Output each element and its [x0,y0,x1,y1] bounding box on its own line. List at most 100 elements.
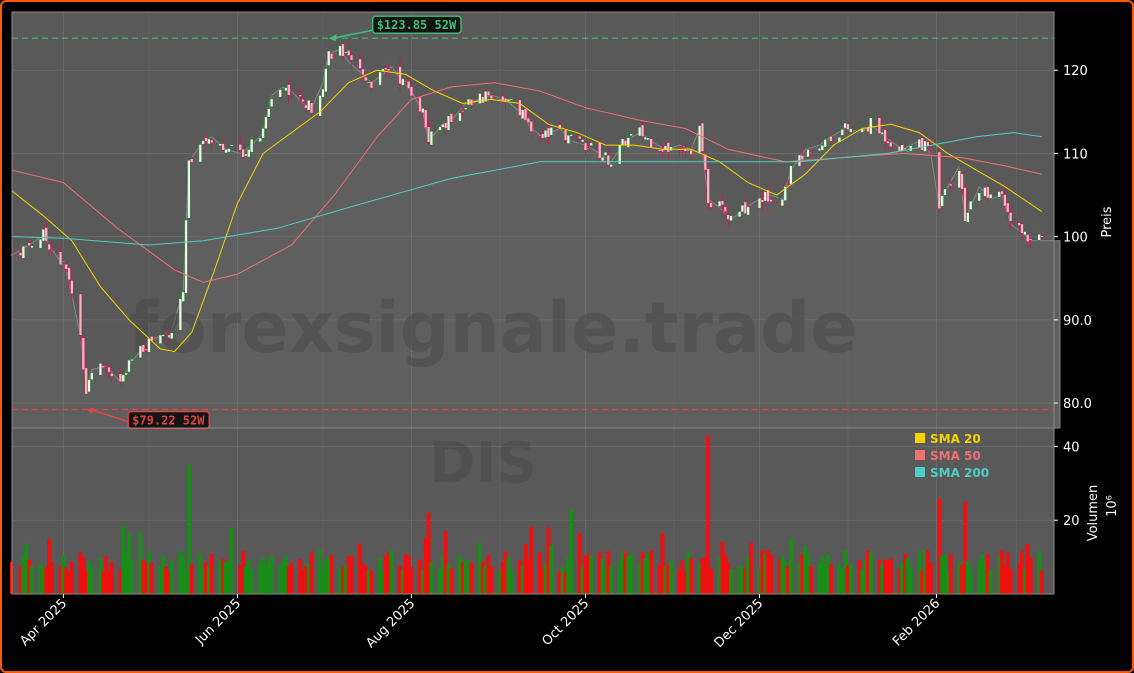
candle-body [58,251,63,265]
sma-line-sma-20 [11,69,1043,353]
volume-bar [566,557,571,594]
candle-body [820,145,824,151]
candle-body [963,187,967,222]
volume-bar [806,552,811,594]
candle-body [284,87,288,92]
volume-bar [184,568,189,594]
volume-axis-title: Volumen [1086,485,1101,542]
candle-body [549,127,553,136]
candle-body [757,198,762,209]
annotation-arrow [332,29,373,39]
volume-unit-label: 10⁶ [1105,495,1120,517]
candle-body [646,137,650,141]
volume-bar [905,557,910,594]
volume-bar [89,566,94,594]
volume-bar [369,570,374,594]
candle-body [441,123,445,128]
volume-bar [740,567,745,594]
volume-bar [546,527,551,594]
candle-body [466,98,471,106]
candle-body [38,238,43,249]
volume-bar [928,563,933,594]
volume-bar [768,554,773,594]
candle-body [227,148,231,153]
volume-bar [383,556,388,594]
volume-bar [980,553,985,594]
volume-bar [543,564,548,594]
candle-body [218,143,222,147]
volume-bar [903,553,908,594]
candle-body [800,155,804,160]
volume-bar [469,562,474,594]
volume-bar [940,555,945,594]
annotation-arrow [89,408,129,423]
candle-body [726,214,730,220]
candle-body [344,51,348,54]
annotation-arrowhead [328,34,337,42]
volume-bar [706,435,711,594]
volume-bar [908,566,913,594]
volume-bar [517,560,522,594]
candle-body [986,186,990,199]
candle-body [1028,238,1033,241]
volume-bar [897,568,902,594]
volume-bar [746,557,751,594]
volume-bar [900,562,905,594]
candle-body [826,139,830,141]
candle-body [569,134,573,137]
volume-bar [748,542,753,594]
legend-label: SMA 200 [930,466,989,480]
volume-bar [520,566,525,594]
candle-body [429,131,434,146]
volume-bar [982,561,987,594]
x-tick-label: Jun 2025 [192,596,244,648]
volume-bar [266,560,271,594]
volume-bar [1040,570,1044,594]
candle-body [803,155,807,157]
candle-body [586,147,590,150]
candle-body [906,150,910,153]
volume-bar [965,561,970,594]
candle-body [806,149,810,158]
volume-bar [623,552,628,594]
candle-body [606,154,610,166]
legend-swatch [915,450,925,460]
volume-bar [58,565,63,594]
volume-bar [968,568,973,594]
volume-bar [643,558,648,594]
ticker-watermark: DIS [429,431,537,496]
candle-body [78,293,83,336]
volume-bar [221,558,226,594]
volume-bars [10,435,1044,594]
y-tick-label: 100 [1063,231,1088,246]
volume-bar [985,554,990,594]
candle-body [304,104,308,109]
candle-body [418,96,422,112]
candle-body [118,373,123,382]
volume-bar [209,553,214,594]
volume-tick-label: 20 [1063,514,1080,529]
y-tick-label: 80.0 [1063,397,1092,412]
volume-bar [164,566,169,594]
candle-body [389,67,394,69]
volume-bar [497,571,502,594]
volume-bar [820,557,825,594]
volume-bar [320,569,325,594]
volume-bar [629,554,634,594]
volume-bar [386,551,391,594]
volume-bar [917,551,922,594]
volume-bar [637,562,642,594]
legend-swatch [915,433,925,443]
volume-bar [863,561,868,594]
volume-bar [646,553,651,594]
candle-body [529,121,533,132]
volume-bar [857,560,862,594]
volume-bar [1020,551,1025,594]
annotation-arrowhead [86,407,95,414]
candle-body [121,374,125,382]
volume-bar [158,566,163,594]
candle-body [207,138,211,145]
candle-body [640,124,645,137]
candle-body [746,206,750,216]
